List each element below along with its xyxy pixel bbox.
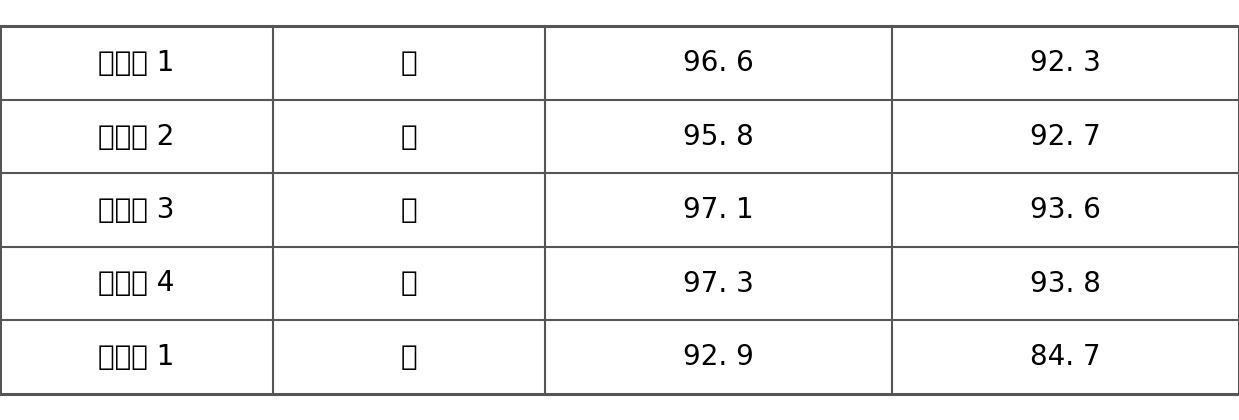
Text: 否: 否	[400, 270, 418, 297]
Text: 否: 否	[400, 49, 418, 77]
Text: 是: 是	[400, 343, 418, 371]
Text: 实施例 2: 实施例 2	[98, 123, 175, 150]
Text: 否: 否	[400, 123, 418, 150]
Text: 对比例 1: 对比例 1	[98, 343, 175, 371]
Text: 否: 否	[400, 196, 418, 224]
Text: 84. 7: 84. 7	[1030, 343, 1101, 371]
Text: 92. 7: 92. 7	[1030, 123, 1101, 150]
Text: 97. 1: 97. 1	[683, 196, 755, 224]
Text: 93. 6: 93. 6	[1030, 196, 1101, 224]
Text: 实施例 4: 实施例 4	[98, 270, 175, 297]
Text: 95. 8: 95. 8	[683, 123, 755, 150]
Text: 93. 8: 93. 8	[1030, 270, 1101, 297]
Text: 实施例 1: 实施例 1	[98, 49, 175, 77]
Text: 92. 9: 92. 9	[683, 343, 755, 371]
Text: 97. 3: 97. 3	[683, 270, 755, 297]
Text: 92. 3: 92. 3	[1030, 49, 1101, 77]
Text: 实施例 3: 实施例 3	[98, 196, 175, 224]
Text: 96. 6: 96. 6	[683, 49, 755, 77]
